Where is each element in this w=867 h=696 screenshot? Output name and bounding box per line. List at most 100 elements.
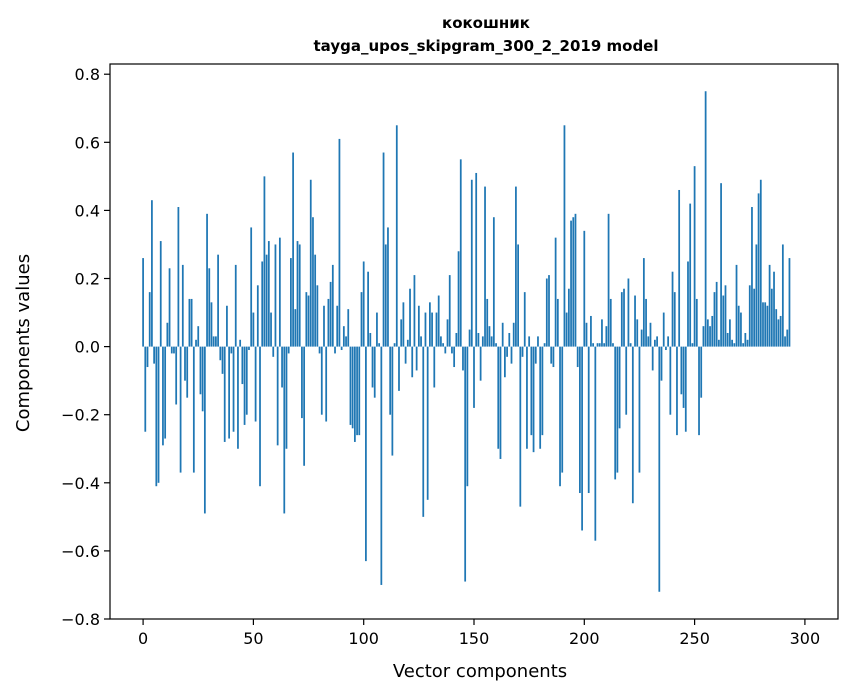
bar-183 (545, 278, 548, 347)
bar-17 (179, 346, 182, 473)
bar-55 (263, 176, 266, 347)
bar-97 (356, 346, 358, 436)
bar-201 (585, 322, 588, 347)
bar-243 (678, 189, 681, 347)
bar-151 (475, 172, 478, 347)
bar-259 (713, 292, 716, 347)
bar-247 (687, 261, 689, 347)
bar-50 (252, 312, 255, 347)
bar-93 (347, 309, 350, 347)
bar-144 (459, 159, 462, 347)
bar-157 (488, 326, 491, 347)
bar-14 (173, 346, 175, 354)
bar-278 (755, 244, 758, 347)
bar-88 (336, 305, 339, 347)
bar-215 (616, 346, 619, 473)
bar-0 (142, 258, 144, 347)
bar-284 (768, 264, 771, 347)
bar-158 (490, 336, 493, 347)
bar-173 (523, 292, 526, 347)
bar-222 (631, 346, 634, 504)
bar-223 (634, 295, 636, 347)
bar-92 (345, 336, 347, 347)
bar-162 (499, 346, 502, 459)
bar-94 (349, 346, 352, 425)
bar-219 (625, 346, 628, 415)
bar-190 (561, 346, 564, 473)
bar-113 (391, 346, 394, 456)
bar-77 (312, 217, 314, 347)
bar-155 (484, 186, 486, 347)
bar-5 (153, 346, 155, 364)
bar-227 (642, 258, 645, 347)
bar-139 (448, 275, 451, 347)
bar-25 (197, 326, 200, 347)
bar-63 (281, 346, 283, 388)
bar-286 (773, 271, 775, 347)
bar-292 (786, 329, 789, 347)
bar-204 (592, 343, 594, 347)
bar-196 (574, 213, 577, 347)
bar-248 (689, 203, 692, 347)
bar-141 (453, 346, 456, 368)
bar-209 (603, 343, 606, 347)
bar-240 (671, 271, 674, 347)
bar-4 (151, 200, 153, 347)
bar-205 (594, 346, 597, 541)
bar-290 (781, 244, 784, 347)
bar-79 (316, 285, 319, 347)
bar-150 (473, 346, 475, 408)
bar-62 (278, 237, 281, 347)
bar-67 (290, 258, 292, 347)
bar-24 (195, 339, 197, 347)
bar-60 (274, 244, 277, 347)
x-tick-label: 0 (138, 629, 148, 648)
bar-20 (186, 346, 189, 398)
bar-6 (155, 346, 158, 487)
bar-18 (181, 264, 184, 347)
bar-38 (226, 305, 228, 347)
bar-207 (598, 343, 601, 347)
bar-91 (342, 326, 345, 347)
bar-128 (424, 312, 427, 347)
bar-15 (175, 346, 178, 405)
bar-23 (192, 346, 195, 473)
y-tick-label: −0.6 (61, 542, 100, 561)
bar-180 (539, 346, 542, 449)
bar-68 (292, 152, 294, 347)
bar-165 (506, 346, 508, 357)
bar-193 (567, 288, 570, 347)
bar-226 (640, 329, 643, 347)
bar-156 (486, 298, 489, 347)
bar-161 (497, 346, 500, 449)
bar-192 (565, 312, 568, 347)
x-tick-label: 150 (459, 629, 490, 648)
bar-85 (329, 281, 332, 347)
bar-245 (682, 346, 685, 408)
bar-175 (528, 336, 531, 347)
y-tick-label: 0.8 (75, 65, 100, 84)
bar-65 (285, 346, 288, 449)
bar-80 (318, 346, 321, 354)
bar-179 (537, 336, 539, 347)
bar-147 (466, 346, 469, 487)
bar-138 (446, 319, 449, 347)
bar-126 (420, 336, 422, 347)
bar-9 (162, 346, 164, 446)
bar-268 (733, 343, 736, 347)
bar-137 (444, 346, 447, 354)
x-tick-label: 50 (243, 629, 263, 648)
bar-280 (759, 179, 762, 347)
bar-282 (764, 302, 767, 347)
bar-124 (415, 346, 418, 371)
bar-2 (146, 346, 149, 368)
bar-8 (159, 241, 162, 347)
bar-130 (429, 302, 431, 347)
bar-16 (177, 207, 180, 347)
y-tick-label: 0.0 (75, 338, 100, 357)
bar-154 (481, 336, 484, 347)
x-axis-label: Vector components (393, 661, 567, 682)
bar-160 (495, 343, 497, 347)
y-tick-label: 0.6 (75, 133, 100, 152)
bar-123 (413, 275, 416, 347)
